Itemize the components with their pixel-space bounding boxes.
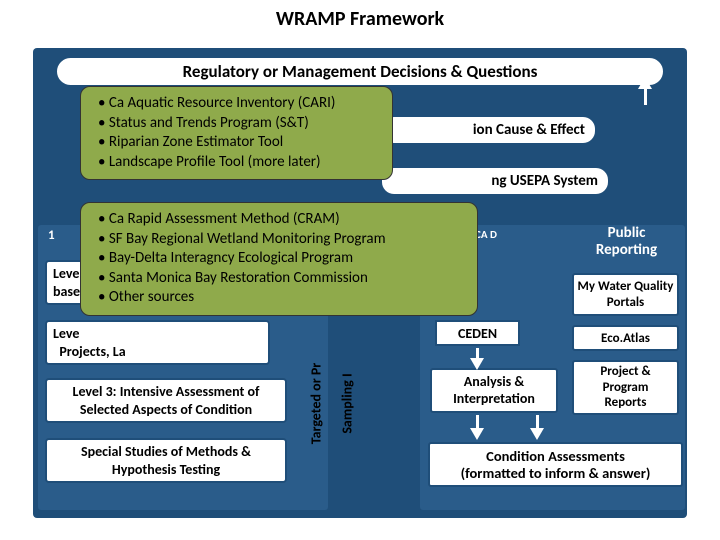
arrow-down-icon: [470, 358, 484, 370]
green2-item: Bay-Delta Interagncy Ecological Program: [98, 249, 467, 269]
arrow-down-icon: [470, 428, 484, 440]
analysis-box: Analysis &Interpretation: [430, 368, 558, 413]
green2-item: SF Bay Regional Wetland Monitoring Progr…: [98, 230, 467, 250]
usepa-system-box: ng USEPA System: [380, 166, 610, 196]
page-title: WRAMP Framework: [0, 0, 720, 35]
special-studies-card: Special Studies of Methods & Hypothesis …: [45, 438, 287, 483]
header-question-box: Regulatory or Management Decisions & Que…: [55, 56, 665, 87]
arrow-up-icon: [638, 77, 652, 89]
green-callout-tools: Ca Aquatic Resource Inventory (CARI) Sta…: [80, 86, 393, 180]
green2-item: Other sources: [98, 288, 467, 308]
green-callout-sources: Ca Rapid Assessment Method (CRAM) SF Bay…: [80, 202, 478, 316]
condition-assessments-box: Condition Assessments(formatted to infor…: [428, 442, 683, 487]
level-group-num: 1: [48, 228, 55, 243]
rotated-label-targeted: Targeted or Pr: [307, 363, 324, 445]
ceden-box: CEDEN: [435, 320, 520, 346]
green2-item: Santa Monica Bay Restoration Commission: [98, 269, 467, 289]
mywater-portals-box: My Water Quality Portals: [572, 273, 679, 316]
project-program-reports-box: Project &ProgramReports: [572, 360, 679, 415]
green1-item: Status and Trends Program (S&T): [98, 114, 382, 134]
public-reporting-label: PublicReporting: [574, 225, 679, 268]
arrow-down-icon: [530, 428, 544, 440]
green1-item: Landscape Profile Tool (more later): [98, 153, 382, 173]
level3-card: Level 3: Intensive Assessment of Selecte…: [45, 378, 287, 423]
ca-d-label: CA D: [475, 228, 497, 241]
level2-card: Leve Projects, La: [45, 320, 270, 365]
green1-item: Ca Aquatic Resource Inventory (CARI): [98, 94, 382, 114]
level2-text: Leve Projects, La: [53, 325, 126, 360]
rotated-label-sampling: Sampling I: [339, 373, 356, 433]
ecoatlas-box: Eco.Atlas: [572, 325, 679, 351]
arrow-line: [644, 87, 647, 105]
green1-item: Riparian Zone Estimator Tool: [98, 133, 382, 153]
green2-item: Ca Rapid Assessment Method (CRAM): [98, 210, 467, 230]
cause-effect-box: ion Cause & Effect: [380, 115, 597, 145]
